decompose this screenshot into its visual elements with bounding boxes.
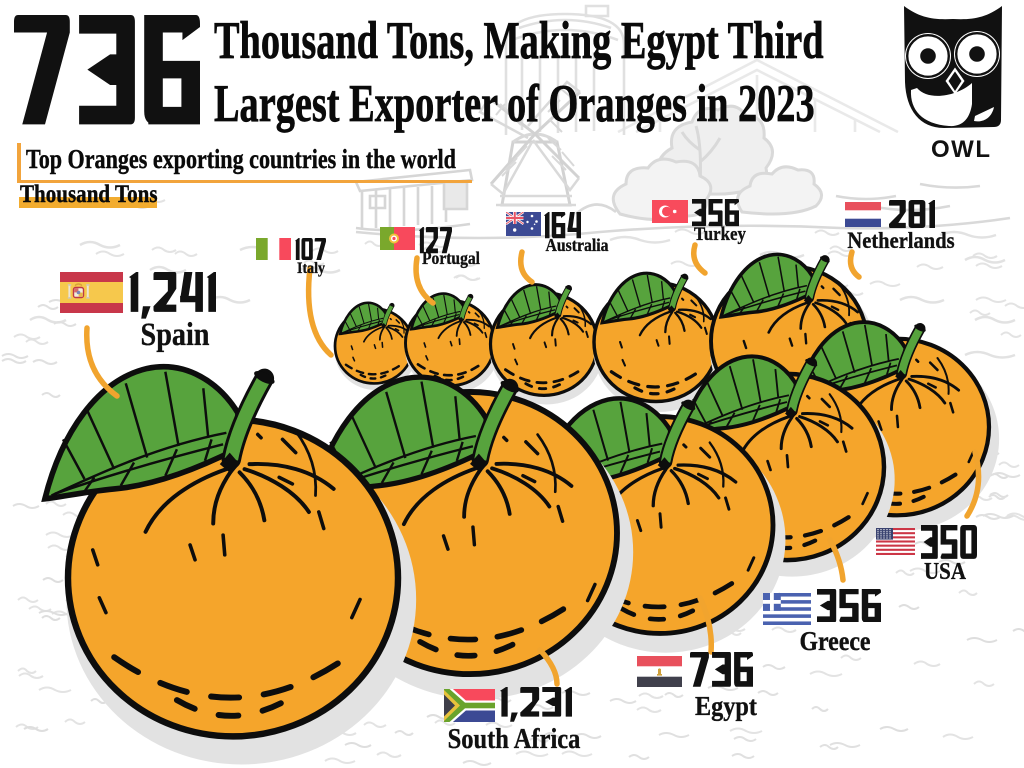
svg-text:OWL: OWL	[931, 136, 991, 163]
